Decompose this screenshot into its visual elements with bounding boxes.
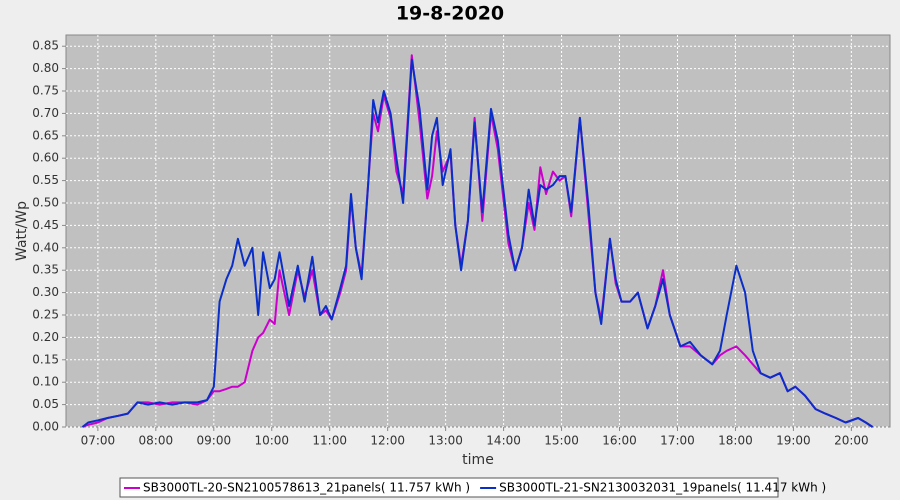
series-line xyxy=(81,58,874,428)
plot-area xyxy=(65,34,891,428)
y-tick-label: 0.70 xyxy=(32,106,59,120)
x-tick-label: 19:00 xyxy=(776,434,811,448)
y-tick-label: 0.05 xyxy=(32,397,59,411)
x-tick-label: 11:00 xyxy=(312,434,347,448)
y-tick-label: 0.65 xyxy=(32,128,59,142)
y-tick-label: 0.45 xyxy=(32,218,59,232)
x-tick-label: 15:00 xyxy=(544,434,579,448)
x-tick-label: 20:00 xyxy=(834,434,869,448)
legend-label: SB3000TL-21-SN2130032031_19panels( 11.41… xyxy=(499,481,826,495)
y-tick-label: 0.00 xyxy=(32,420,59,434)
x-tick-label: 10:00 xyxy=(254,434,289,448)
x-tick-label: 13:00 xyxy=(428,434,463,448)
y-tick-label: 0.55 xyxy=(32,173,59,187)
y-tick-label: 0.15 xyxy=(32,352,59,366)
y-tick-label: 0.30 xyxy=(32,285,59,299)
x-tick-label: 08:00 xyxy=(139,434,174,448)
y-tick-label: 0.85 xyxy=(32,39,59,53)
legend xyxy=(119,477,779,498)
x-tick-label: 18:00 xyxy=(718,434,753,448)
y-tick-label: 0.80 xyxy=(32,61,59,75)
x-tick-label: 14:00 xyxy=(486,434,521,448)
y-axis-label: Watt/Wp xyxy=(14,201,30,261)
chart-title: 19-8-2020 xyxy=(396,3,504,25)
legend-label: SB3000TL-20-SN2100578613_21panels( 11.75… xyxy=(143,481,470,495)
x-tick-label: 17:00 xyxy=(660,434,695,448)
x-tick-label: 09:00 xyxy=(197,434,232,448)
y-tick-label: 0.25 xyxy=(32,308,59,322)
x-axis-label: time xyxy=(462,452,494,468)
y-tick-label: 0.35 xyxy=(32,263,59,277)
y-tick-label: 0.60 xyxy=(32,151,59,165)
y-tick-label: 0.10 xyxy=(32,375,59,389)
x-tick-label: 16:00 xyxy=(602,434,637,448)
x-tick-label: 07:00 xyxy=(81,434,116,448)
y-tick-label: 0.40 xyxy=(32,240,59,254)
y-tick-label: 0.50 xyxy=(32,196,59,210)
y-tick-label: 0.75 xyxy=(32,84,59,98)
y-tick-label: 0.20 xyxy=(32,330,59,344)
x-tick-label: 12:00 xyxy=(370,434,405,448)
